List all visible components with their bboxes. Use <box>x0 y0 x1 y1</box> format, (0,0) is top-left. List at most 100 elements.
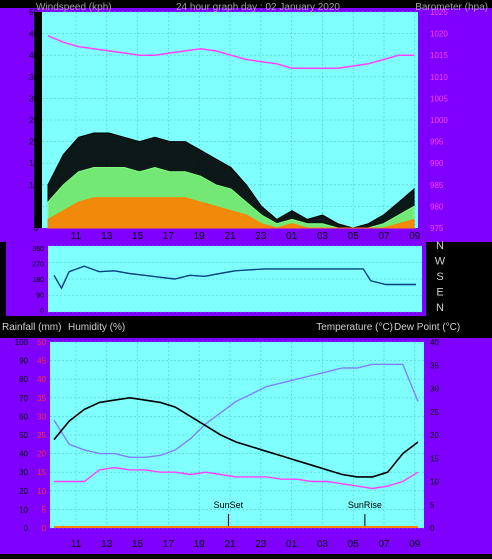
humidity-axis-label: 20 <box>19 487 28 496</box>
dewpoint-label: Dew Point (°C) <box>394 322 460 333</box>
wind-axis-label: 45 <box>29 30 38 39</box>
direction-axis-label: 0 <box>40 308 44 315</box>
rain-axis-label: 15 <box>37 468 46 477</box>
sun-marker-label: SunSet <box>214 500 244 510</box>
temperature-axis-label: 30 <box>430 385 439 394</box>
right-frame-top <box>418 8 492 240</box>
top-axis-band <box>0 228 492 242</box>
humidity-axis-label: 50 <box>19 431 28 440</box>
time-tick-label-bottom: 11 <box>71 539 82 550</box>
barometer-axis-label: 980 <box>430 202 444 211</box>
low-wind-series <box>47 197 415 229</box>
rain-axis-label: 10 <box>37 487 46 496</box>
dewpoint-series <box>54 466 419 490</box>
direction-letter: E <box>436 287 443 299</box>
time-tick-label-bottom: 23 <box>255 539 267 550</box>
barometer-axis-label: 1005 <box>430 94 448 103</box>
wind-axis-label: 30 <box>29 94 38 103</box>
wind-axis-label: 40 <box>29 51 38 60</box>
barometer-series <box>47 35 414 69</box>
temperature-label: Temperature (°C) <box>316 322 393 333</box>
graph-title: 24 hour graph day : 02 January 2020 <box>176 2 340 13</box>
temperature-axis-label: 0 <box>430 524 435 533</box>
humidity-axis-label: 100 <box>15 338 29 347</box>
time-tick-label-bottom: 07 <box>378 539 390 550</box>
wind-axis-label: 0 <box>34 224 39 233</box>
barometer-axis-label: 990 <box>430 159 444 168</box>
time-tick-label-bottom: 15 <box>132 539 144 550</box>
time-tick-label-top: 21 <box>224 231 236 242</box>
wind-axis-label: 25 <box>29 116 38 125</box>
humidity-label: Humidity (%) <box>68 322 125 333</box>
data-series: SunSet SunRise <box>47 35 419 528</box>
rain-axis-label: 20 <box>37 450 46 459</box>
direction-series <box>53 265 416 290</box>
humidity-axis-label: 10 <box>19 505 28 514</box>
time-tick-label-top: 07 <box>378 231 390 242</box>
wind-axis-label: 50 <box>29 8 38 17</box>
rain-axis-label: 0 <box>42 524 47 533</box>
time-tick-label-top: 13 <box>101 231 113 242</box>
rain-axis-label: 5 <box>42 505 47 514</box>
direction-axis-label: 90 <box>36 293 44 300</box>
time-tick-label-top: 01 <box>286 231 298 242</box>
direction-axis-label: 360 <box>32 246 44 253</box>
humidity-axis-label: 70 <box>19 394 28 403</box>
rain-axis-label: 50 <box>37 338 46 347</box>
direction-panel <box>48 246 422 312</box>
temp-panel <box>50 342 424 528</box>
time-tick-label-top: 03 <box>317 231 329 242</box>
time-tick-label-bottom: 05 <box>348 539 360 550</box>
temperature-axis-label: 40 <box>430 338 439 347</box>
direction-axis-label: 270 <box>32 262 44 269</box>
time-tick-label-top: 11 <box>71 231 82 242</box>
wind-axis-label: 15 <box>29 159 38 168</box>
barometer-label: Barometer (hpa) <box>415 2 488 13</box>
direction-letter: W <box>435 256 446 268</box>
rain-axis-label: 40 <box>37 375 46 384</box>
wind-axis-label: 10 <box>29 181 38 190</box>
time-tick-label-top: 15 <box>132 231 144 242</box>
wind-axis-label: 5 <box>34 202 39 211</box>
direction-letter: N <box>436 302 444 314</box>
humidity-axis-label: 80 <box>19 375 28 384</box>
humidity-axis-label: 40 <box>19 450 28 459</box>
humidity-axis-label: 30 <box>19 468 28 477</box>
wind-axis-label: 35 <box>29 73 38 82</box>
barometer-axis-label: 1020 <box>430 30 448 39</box>
barometer-axis-label: 1010 <box>430 73 448 82</box>
time-tick-label-bottom: 01 <box>286 539 298 550</box>
top-frame-bar <box>34 8 418 12</box>
temperature-axis-label: 15 <box>430 454 439 463</box>
temperature-series <box>53 396 419 478</box>
barometer-axis-label: 1015 <box>430 51 448 60</box>
barometer-axis-label: 975 <box>430 224 444 233</box>
time-tick-label-bottom: 17 <box>163 539 175 550</box>
direction-axis-label: 180 <box>32 277 44 284</box>
rain-axis-label: 30 <box>37 412 46 421</box>
windspeed-label: Windspeed (kph) <box>36 2 112 13</box>
sun-marker-label: SunRise <box>348 500 382 510</box>
rain-axis-label: 35 <box>37 394 46 403</box>
axis-ticks: 1111131315151717191921212323010103030505… <box>15 8 449 550</box>
barometer-axis-label: 995 <box>430 138 444 147</box>
gridlines <box>42 11 424 529</box>
direction-letter: S <box>436 271 443 283</box>
time-tick-label-top: 17 <box>163 231 175 242</box>
temperature-axis-label: 20 <box>430 431 439 440</box>
temperature-axis-label: 35 <box>430 361 439 370</box>
rain-axis-label: 25 <box>37 431 46 440</box>
time-tick-label-bottom: 13 <box>101 539 113 550</box>
temperature-axis-label: 25 <box>430 408 439 417</box>
barometer-axis-label: 985 <box>430 181 444 190</box>
barometer-axis-label: 1000 <box>430 116 448 125</box>
time-tick-label-bottom: 09 <box>409 539 421 550</box>
rain-axis-label: 45 <box>37 357 46 366</box>
humidity-axis-label: 90 <box>19 357 28 366</box>
rainfall-label: Rainfall (mm) <box>2 322 61 333</box>
temperature-axis-label: 10 <box>430 478 439 487</box>
time-tick-label-top: 09 <box>409 231 421 242</box>
